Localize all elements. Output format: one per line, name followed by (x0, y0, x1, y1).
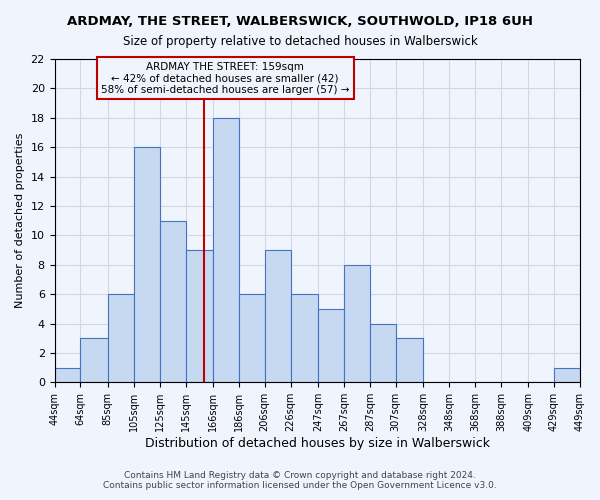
Bar (213, 118, 239, 382)
Bar (108, 294, 134, 382)
Y-axis label: Number of detached properties: Number of detached properties (15, 133, 25, 308)
Bar (160, 220, 185, 382)
X-axis label: Distribution of detached houses by size in Walberswick: Distribution of detached houses by size … (145, 437, 490, 450)
Text: ARDMAY, THE STREET, WALBERSWICK, SOUTHWOLD, IP18 6UH: ARDMAY, THE STREET, WALBERSWICK, SOUTHWO… (67, 15, 533, 28)
Bar (290, 294, 318, 382)
Bar (554, 368, 580, 382)
Bar (185, 250, 213, 382)
Bar (80, 338, 108, 382)
Bar (396, 338, 423, 382)
Text: ARDMAY THE STREET: 159sqm
← 42% of detached houses are smaller (42)
58% of semi-: ARDMAY THE STREET: 159sqm ← 42% of detac… (101, 62, 349, 94)
Bar (370, 324, 396, 382)
Bar (239, 294, 265, 382)
Text: Size of property relative to detached houses in Walberswick: Size of property relative to detached ho… (122, 35, 478, 48)
Text: Contains HM Land Registry data © Crown copyright and database right 2024.
Contai: Contains HM Land Registry data © Crown c… (103, 470, 497, 490)
Bar (55, 368, 80, 382)
Bar (134, 147, 160, 382)
Bar (344, 265, 370, 382)
Bar (265, 250, 290, 382)
Bar (318, 309, 344, 382)
